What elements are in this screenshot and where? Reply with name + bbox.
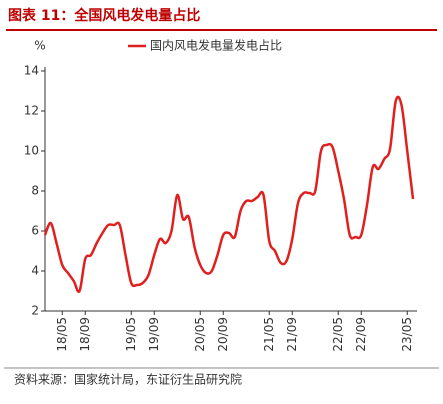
y-tick-label: 10	[24, 144, 39, 158]
x-tick-label: 21/09	[285, 317, 299, 352]
x-tick-label: 23/05	[400, 317, 414, 352]
x-tick-label: 18/05	[55, 317, 69, 352]
y-tick-label: 4	[31, 264, 39, 278]
x-tick-label: 20/09	[216, 317, 230, 352]
x-tick-label: 19/09	[147, 317, 161, 352]
y-tick-label: 8	[31, 184, 39, 198]
x-tick-label: 19/05	[124, 317, 138, 352]
x-tick-label: 18/09	[78, 317, 92, 352]
y-tick-label: 6	[31, 224, 39, 238]
title-rule	[6, 29, 437, 31]
x-tick-label: 22/09	[354, 317, 368, 352]
x-tick-label: 22/05	[331, 317, 345, 352]
y-tick-label: 14	[24, 64, 39, 78]
y-tick-label: 2	[31, 304, 39, 318]
x-tick-label: 21/05	[262, 317, 276, 352]
x-tick-label: 20/05	[193, 317, 207, 352]
y-tick-label: 12	[24, 104, 39, 118]
series-line	[43, 95, 415, 293]
source: 资料来源：国家统计局，东证衍生品研究院	[14, 372, 242, 387]
y-axis-label: %	[34, 39, 45, 53]
chart-title: 图表 11：全国风电发电量占比	[8, 7, 200, 24]
legend-label: 国内风电发电量发电占比	[150, 38, 282, 53]
